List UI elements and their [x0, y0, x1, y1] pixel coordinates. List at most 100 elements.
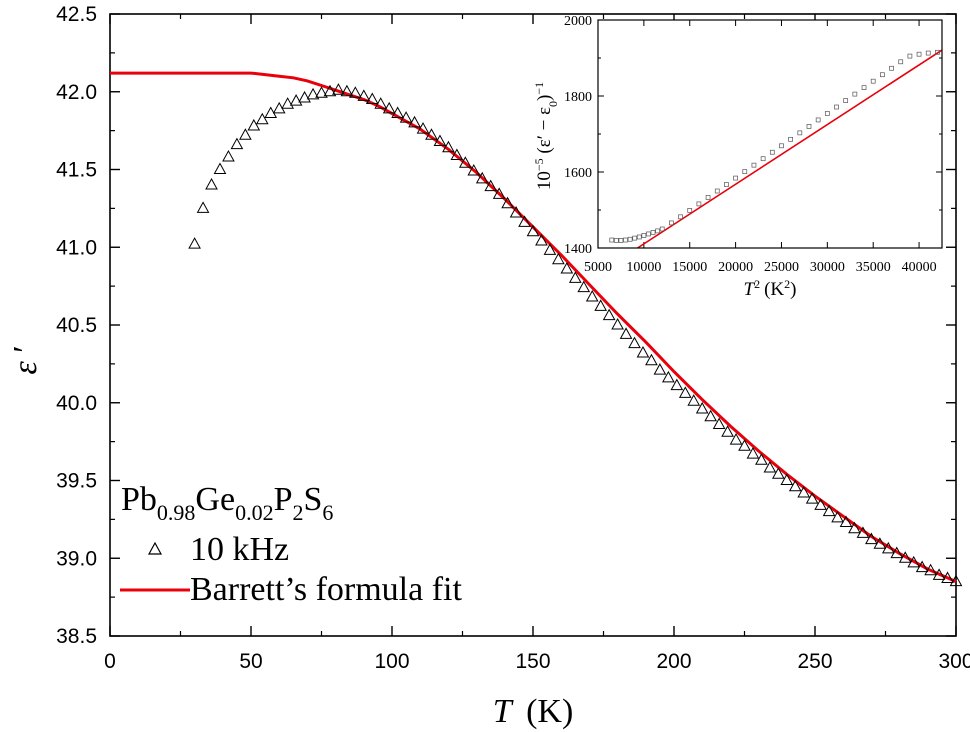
- x-tick-label: 0: [104, 650, 116, 673]
- inset-data-point: [907, 53, 913, 59]
- data-point-10khz: [526, 224, 540, 237]
- data-point-10khz: [289, 94, 303, 106]
- legend-marker-triangle: [147, 541, 163, 555]
- y-tick-label: 40.0: [56, 392, 97, 415]
- data-point-10khz: [907, 555, 921, 568]
- inset-x-tick-label: 15000: [672, 260, 707, 275]
- inset-y-axis-sub: 0: [546, 101, 560, 107]
- inset-data-point: [889, 65, 894, 71]
- inset-data-point: [627, 236, 633, 242]
- data-point-10khz: [822, 504, 836, 517]
- data-point-10khz: [755, 453, 768, 465]
- data-point-10khz: [247, 118, 261, 131]
- x-tick-label: 200: [656, 650, 691, 673]
- main-plot-marks: [110, 71, 963, 587]
- data-point-10khz: [695, 401, 709, 414]
- inset-data-point: [618, 238, 624, 243]
- sample-label-element: P: [274, 481, 293, 518]
- inset-data-point: [714, 188, 720, 194]
- x-tick-label: 100: [374, 650, 409, 673]
- inset-data-point: [788, 136, 793, 142]
- inset-data-point: [815, 117, 821, 123]
- data-point-10khz: [230, 137, 244, 150]
- inset-data-point: [797, 130, 803, 136]
- inset-data-point: [623, 237, 628, 243]
- data-point-10khz: [552, 252, 565, 265]
- data-point-10khz: [797, 485, 811, 498]
- data-point-10khz: [357, 89, 371, 101]
- inset-data-point: [760, 156, 766, 162]
- data-point-10khz: [746, 447, 760, 459]
- inset-data-point: [724, 182, 729, 187]
- x-axis-unit: (K): [526, 693, 573, 730]
- data-point-10khz: [788, 479, 802, 492]
- data-point-10khz: [196, 201, 210, 213]
- data-point-10khz: [873, 537, 887, 549]
- data-point-10khz: [205, 178, 218, 190]
- inset-data-point: [632, 235, 638, 241]
- y-tick-label: 39.5: [56, 470, 97, 493]
- inset-y-axis-sup: −5: [532, 158, 546, 171]
- inset-data-point: [834, 104, 839, 110]
- data-point-10khz: [941, 571, 954, 583]
- sample-label-subscript: 0.98: [157, 500, 196, 525]
- inset-data-point: [636, 234, 642, 240]
- data-point-10khz: [442, 140, 455, 153]
- data-point-10khz: [408, 115, 421, 128]
- data-point-10khz: [763, 461, 777, 473]
- inset-background: [598, 20, 942, 248]
- data-point-10khz: [222, 150, 235, 162]
- data-point-10khz: [365, 92, 379, 105]
- inset-data-point: [613, 238, 619, 243]
- y-tick-label: 41.5: [56, 159, 97, 182]
- sample-label-element: S: [304, 481, 323, 518]
- y-axis-prime: ′: [7, 345, 44, 352]
- y-tick-label: 42.5: [56, 3, 97, 26]
- data-point-10khz: [881, 541, 895, 554]
- inset-x-axis-unit: (K: [764, 279, 784, 300]
- x-tick-label: 300: [938, 650, 970, 673]
- data-point-10khz: [509, 206, 523, 218]
- inset-fit-line: [637, 49, 943, 249]
- inset-data-point: [861, 85, 867, 90]
- x-tick-label: 150: [515, 650, 550, 673]
- inset-data-point: [742, 169, 748, 174]
- data-point-10khz: [315, 86, 328, 98]
- data-point-10khz: [898, 551, 912, 563]
- inset-data-point: [705, 195, 711, 200]
- data-point-10khz: [568, 271, 582, 283]
- data-point-10khz: [949, 574, 963, 587]
- inset-x-axis-title: T2 (K2): [744, 277, 797, 300]
- data-point-10khz: [298, 90, 311, 103]
- inset-data-point: [669, 220, 674, 226]
- data-point-10khz: [458, 156, 472, 168]
- inset-data-point: [641, 233, 647, 238]
- x-tick-label: 250: [797, 650, 832, 673]
- data-point-10khz: [501, 196, 514, 209]
- data-point-10khz: [594, 299, 608, 311]
- data-point-10khz: [619, 327, 633, 339]
- data-point-10khz: [577, 280, 591, 293]
- inset-plot-marks: [609, 49, 943, 249]
- x-tick-label: 50: [239, 650, 262, 673]
- data-point-10khz: [721, 425, 734, 437]
- inset-y-tick-label: 2000: [564, 14, 592, 29]
- inset-x-tick-label: 5000: [584, 260, 612, 275]
- inset-x-axis-symbol: T: [744, 279, 756, 300]
- inset-data-point: [916, 51, 922, 57]
- legend: 10 kHz Barrett’s formula fit: [120, 531, 462, 608]
- x-axis-title: T (K): [493, 693, 574, 730]
- data-point-10khz: [255, 112, 269, 125]
- sample-label-subscript: 6: [322, 500, 333, 525]
- data-point-10khz: [281, 97, 295, 109]
- data-point-10khz: [425, 128, 438, 140]
- inset-y-axis-title: 10−5 (ε′ − ε0)−1: [532, 82, 560, 190]
- data-point-10khz: [492, 187, 506, 199]
- y-tick-label: 40.5: [56, 314, 97, 337]
- data-point-10khz: [670, 378, 684, 391]
- inset-axis-ticks: 5000 10000 15000 20000 25000 30000 35000 40000 1…: [564, 14, 942, 275]
- inset-data-point: [898, 59, 904, 65]
- data-point-10khz: [475, 171, 489, 184]
- inset-y-tick-label: 1600: [564, 166, 592, 181]
- inset-data-point: [769, 149, 775, 155]
